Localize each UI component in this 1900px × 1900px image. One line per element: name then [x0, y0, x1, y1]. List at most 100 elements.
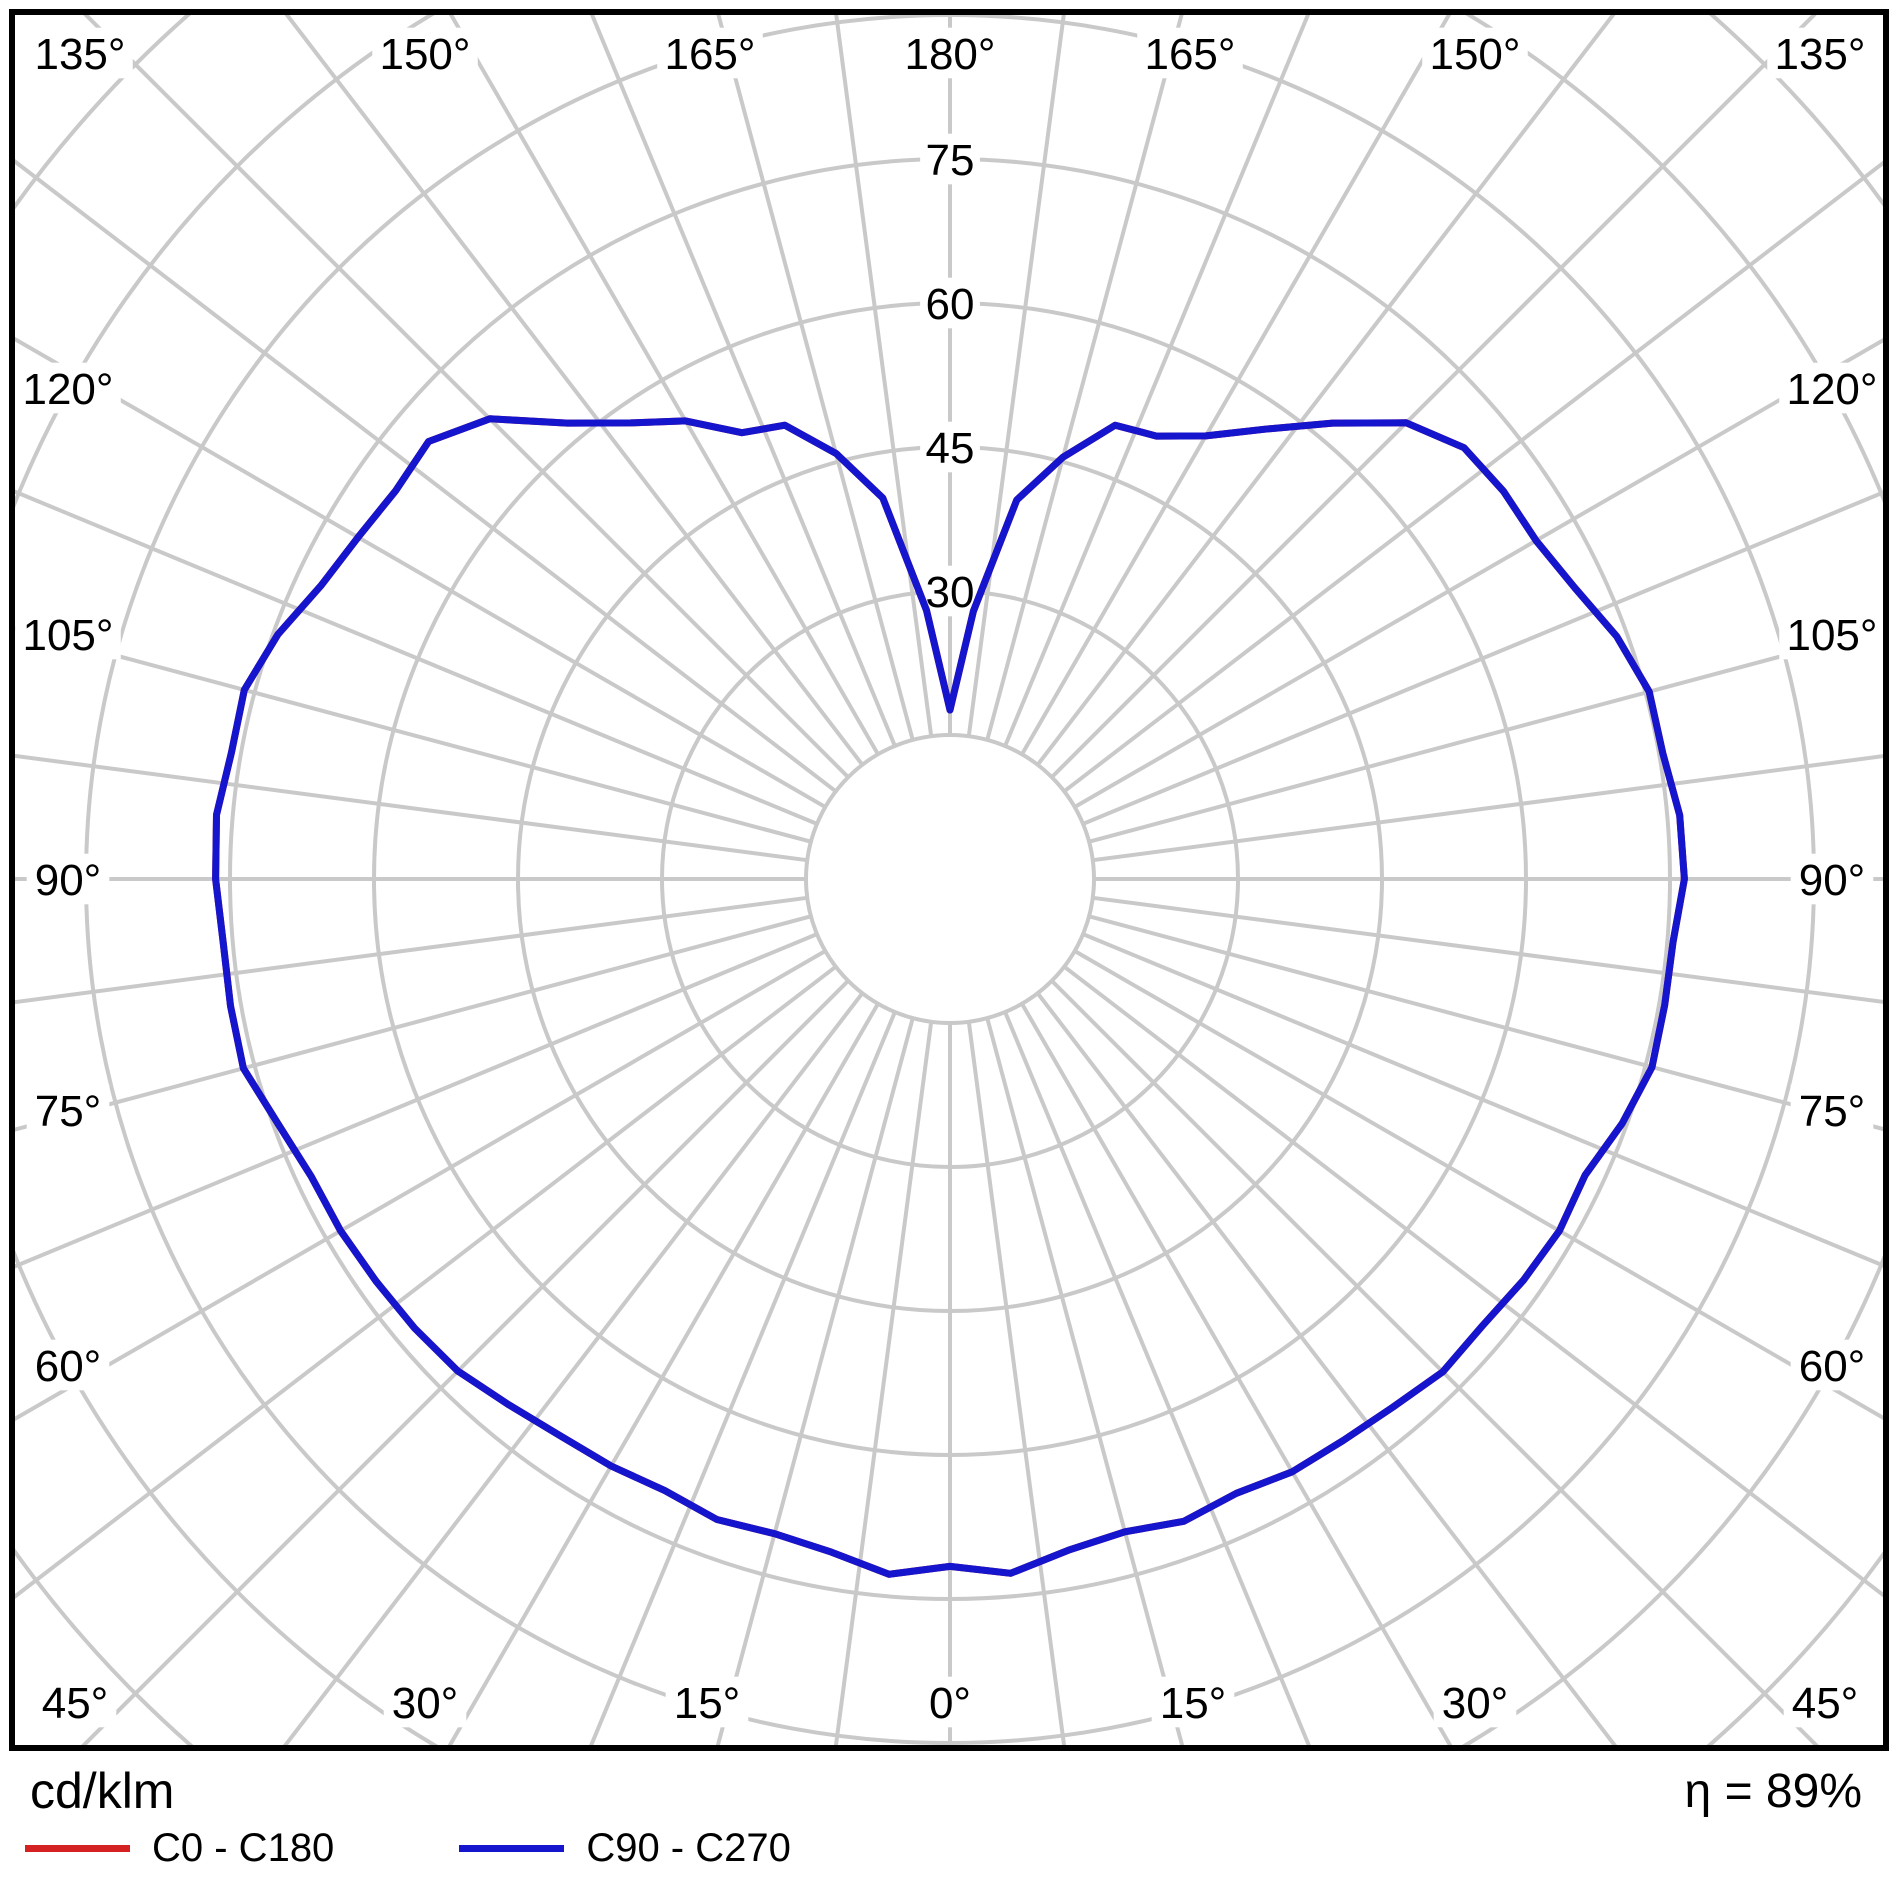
grid-spoke-157.5 — [1003, 15, 1311, 747]
plot-frame — [9, 9, 1889, 1751]
grid-ring-15 — [804, 733, 1096, 1025]
grid-spoke-142.5 — [1036, 15, 1616, 766]
grid-spoke-7.5 — [966, 1021, 1067, 1745]
grid-spoke-52.5 — [1063, 965, 1883, 1598]
angle-label-top-1-bg — [372, 27, 478, 79]
angle-label-right-4: 60° — [1799, 1342, 1866, 1391]
grid-spoke-307.5 — [15, 965, 837, 1599]
angle-label-top-1: 150° — [379, 30, 470, 79]
angle-label-top-3: 180° — [904, 30, 995, 79]
angle-label-bottom-6-bg — [1783, 1676, 1867, 1728]
grid-spoke-285 — [15, 914, 812, 1132]
angle-label-left-4-bg — [26, 1339, 110, 1391]
grid-spoke-247.5 — [15, 489, 818, 826]
angle-label-top-5-bg — [1422, 27, 1528, 79]
angle-label-right-0: 120° — [1786, 365, 1877, 414]
angle-label-left-0: 120° — [22, 365, 113, 414]
angle-label-left-0-bg — [15, 362, 121, 414]
grid-spoke-315 — [81, 979, 850, 1745]
angle-label-bottom-1-bg — [383, 1676, 467, 1728]
unit-label: cd/klm — [30, 1763, 175, 1819]
grid-spoke-232.5 — [15, 159, 837, 793]
angle-label-bottom-5: 30° — [1442, 1679, 1509, 1728]
grid-spoke-127.5 — [1063, 160, 1883, 793]
legend-line-c0-c180-icon — [25, 1845, 130, 1852]
grid-spoke-225 — [83, 15, 850, 779]
angle-label-right-3: 75° — [1799, 1087, 1866, 1136]
angle-label-left-1-bg — [15, 608, 121, 660]
angle-label-bottom-4-bg — [1151, 1676, 1235, 1728]
angle-label-right-2: 90° — [1799, 856, 1866, 905]
angle-label-bottom-0-bg — [33, 1676, 117, 1728]
grid-spoke-112.5 — [1082, 490, 1883, 826]
ring-tick-label-60-bg — [920, 277, 980, 329]
angle-label-bottom-2-bg — [665, 1676, 749, 1728]
grid-spoke-37.5 — [1036, 992, 1618, 1745]
angle-label-left-2-bg — [26, 853, 110, 905]
grid-spoke-262.5 — [15, 753, 808, 863]
angle-label-bottom-1: 30° — [392, 1679, 459, 1728]
grid-spoke-150 — [1020, 15, 1452, 756]
grid-spoke-195 — [716, 15, 915, 741]
ring-tick-label-45: 45 — [926, 424, 975, 473]
angle-label-top-5: 150° — [1429, 30, 1520, 79]
efficiency-value: η = 89% — [1684, 1765, 1862, 1818]
angle-label-right-1: 105° — [1786, 611, 1877, 660]
angle-label-left-3-bg — [26, 1084, 110, 1136]
grid-spoke-165 — [985, 15, 1184, 741]
grid-spoke-135 — [1050, 15, 1817, 779]
angle-label-left-4: 60° — [35, 1342, 102, 1391]
grid-spoke-292.5 — [15, 932, 818, 1269]
ring-tick-label-30-bg — [920, 565, 980, 617]
angle-label-top-3-bg — [897, 27, 1003, 79]
grid-spoke-60 — [1073, 949, 1883, 1420]
angle-label-bottom-5-bg — [1433, 1676, 1517, 1728]
angle-label-bottom-3-bg — [920, 1676, 980, 1728]
grid-spoke-337.5 — [589, 1011, 897, 1745]
legend: C0 - C180 C90 - C270 — [25, 1826, 791, 1871]
angle-label-top-4: 165° — [1144, 30, 1235, 79]
grid-spoke-202.5 — [589, 15, 897, 747]
grid-spoke-345 — [715, 1017, 915, 1745]
angle-label-top-6-bg — [1767, 27, 1873, 79]
angle-label-right-2-bg — [1790, 853, 1874, 905]
angle-label-right-1-bg — [1779, 608, 1883, 660]
grid-spoke-300 — [15, 949, 827, 1422]
angle-label-bottom-6: 45° — [1792, 1679, 1859, 1728]
angle-label-top-2: 165° — [664, 30, 755, 79]
angle-label-top-0-bg — [27, 27, 133, 79]
grid-spoke-172.5 — [966, 15, 1066, 737]
grid-spoke-240 — [15, 336, 827, 809]
ring-tick-label-75-bg — [920, 133, 980, 185]
angle-label-left-3: 75° — [35, 1087, 102, 1136]
legend-label-c90-c270: C90 - C270 — [586, 1826, 791, 1870]
grid-spoke-210 — [448, 15, 880, 756]
ring-tick-label-30: 30 — [926, 568, 975, 617]
legend-line-c90-c270-icon — [459, 1845, 565, 1852]
grid-spoke-330 — [447, 1002, 880, 1745]
grid-spoke-352.5 — [833, 1021, 934, 1745]
legend-label-c0-c180: C0 - C180 — [152, 1826, 335, 1870]
angle-label-top-2-bg — [657, 27, 763, 79]
angle-label-bottom-3: 0° — [929, 1679, 971, 1728]
angle-label-right-3-bg — [1790, 1084, 1874, 1136]
grid-spoke-120 — [1073, 338, 1883, 809]
grid-spoke-15 — [985, 1017, 1185, 1745]
grid-spoke-217.5 — [284, 15, 864, 766]
grid-spoke-30 — [1020, 1002, 1453, 1745]
angle-label-top-4-bg — [1137, 27, 1243, 79]
angle-label-bottom-0: 45° — [42, 1679, 109, 1728]
grid-spoke-322.5 — [282, 992, 864, 1745]
angle-label-left-2: 90° — [35, 856, 102, 905]
grid-spoke-67.5 — [1082, 932, 1883, 1268]
angle-label-left-1: 105° — [22, 611, 113, 660]
angle-label-top-6: 135° — [1774, 30, 1865, 79]
ring-tick-label-75: 75 — [926, 136, 975, 185]
ring-tick-label-60: 60 — [926, 280, 975, 329]
angle-label-bottom-4: 15° — [1160, 1679, 1227, 1728]
angle-label-right-0-bg — [1779, 362, 1883, 414]
ring-tick-label-45-bg — [920, 421, 980, 473]
angle-label-right-4-bg — [1790, 1339, 1874, 1391]
